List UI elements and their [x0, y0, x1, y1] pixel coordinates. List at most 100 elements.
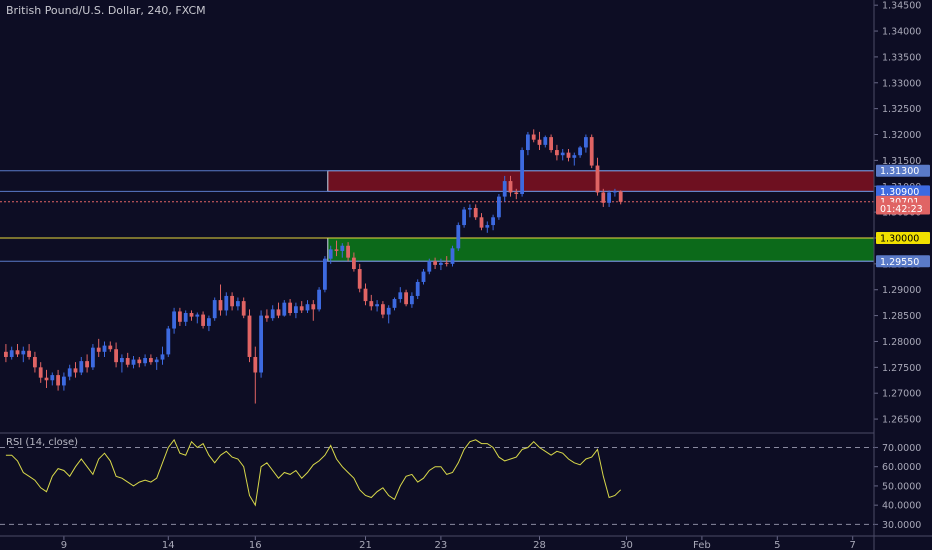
candle-body — [120, 358, 124, 363]
candle — [38, 362, 43, 383]
candle — [618, 190, 623, 205]
candle-body — [189, 313, 194, 317]
candle-body — [462, 209, 466, 226]
candle — [305, 300, 310, 314]
candle-body — [537, 139, 542, 145]
candle — [531, 129, 536, 143]
candle — [15, 344, 20, 357]
candle-body — [444, 262, 449, 264]
time-tick-label: 5 — [774, 540, 780, 550]
rsi-tick-label: 40.0000 — [882, 501, 921, 512]
candles-layer[interactable] — [4, 129, 623, 404]
price-tick-label: 1.28500 — [882, 311, 921, 322]
candle — [56, 369, 60, 391]
candle-body — [392, 299, 397, 308]
price-label: 1.29550 — [876, 255, 930, 268]
candle — [160, 346, 165, 365]
candle-body — [363, 288, 368, 302]
candle-body — [346, 245, 350, 258]
price-label-text: 1.31300 — [880, 166, 919, 177]
candle — [537, 131, 542, 151]
candle-body — [241, 301, 246, 316]
candle — [73, 362, 78, 378]
price-tick-label: 1.33000 — [882, 78, 921, 89]
candle — [427, 258, 432, 275]
candle-body — [584, 137, 588, 148]
candle-body — [201, 314, 205, 326]
candle — [91, 344, 95, 370]
rsi-tick-label: 30.0000 — [882, 520, 921, 531]
candle-body — [433, 261, 437, 265]
candle — [363, 283, 368, 306]
candle — [62, 372, 66, 391]
price-label-text: 01:42:23 — [880, 204, 923, 215]
candle — [166, 325, 171, 357]
price-tick-label: 1.32500 — [882, 104, 921, 115]
candle-body — [572, 155, 577, 158]
time-tick-label: 14 — [162, 540, 175, 550]
candle-body — [566, 152, 571, 158]
candle-body — [207, 318, 211, 326]
price-label: 1.30000 — [876, 231, 930, 244]
candle-body — [415, 281, 420, 296]
candle — [218, 284, 223, 316]
candle-body — [526, 134, 530, 151]
candle — [491, 214, 495, 231]
candle-body — [143, 358, 147, 364]
candle — [4, 344, 8, 363]
candle-body — [96, 347, 101, 352]
candle — [485, 221, 490, 233]
candle-body — [369, 301, 374, 307]
candle-body — [323, 258, 327, 290]
candle — [323, 256, 327, 293]
price-tick-label: 1.27500 — [882, 363, 921, 374]
price-tick-label: 1.32000 — [882, 130, 921, 141]
candle — [421, 269, 426, 285]
candle — [154, 356, 159, 370]
time-tick-label: 16 — [249, 540, 262, 550]
candle-body — [352, 257, 356, 270]
candle — [456, 222, 461, 251]
candle-body — [398, 292, 403, 300]
candle — [601, 188, 606, 207]
candle-body — [67, 368, 72, 377]
candle — [178, 307, 182, 326]
candle-body — [288, 302, 292, 314]
candle-body — [473, 207, 478, 218]
candle-body — [195, 314, 200, 317]
candle-body — [253, 356, 258, 373]
candle-body — [27, 350, 31, 357]
rsi-axis[interactable]: 70.0000 60.0000 50.0000 40.0000 30.0000 — [874, 443, 921, 531]
rsi-series-line — [5, 438, 622, 507]
candle — [201, 311, 205, 329]
candle — [352, 252, 356, 272]
price-label-text: 1.30000 — [880, 233, 919, 244]
candle-body — [172, 311, 176, 329]
rsi-layer — [0, 438, 874, 525]
candle — [555, 144, 559, 161]
candle — [299, 301, 304, 314]
price-tick-label: 1.34000 — [882, 27, 921, 38]
time-tick-label: 23 — [435, 540, 448, 550]
candle — [543, 135, 548, 148]
resistance-zone — [327, 170, 875, 192]
candle — [462, 206, 466, 228]
time-axis[interactable]: 9 14 16 21 23 28 30 Feb 5 7 — [61, 536, 856, 550]
candle-body — [456, 225, 461, 249]
candle — [584, 134, 588, 153]
candle-body — [508, 181, 513, 193]
candle — [230, 292, 234, 311]
candle-body — [555, 150, 559, 156]
candle — [241, 297, 246, 319]
candle — [386, 305, 391, 324]
candle — [328, 245, 333, 264]
candle — [44, 369, 49, 389]
rsi-tick-label: 50.0000 — [882, 481, 921, 492]
candle — [439, 258, 443, 271]
candle — [9, 346, 14, 360]
candle — [450, 245, 455, 267]
candle — [572, 152, 577, 166]
candle-body — [79, 361, 84, 373]
candle — [578, 145, 582, 158]
